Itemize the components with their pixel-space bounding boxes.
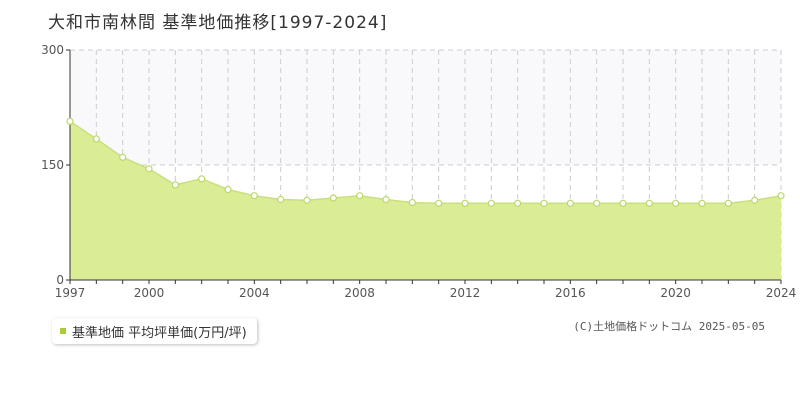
data-point: [566, 199, 574, 207]
data-point: [303, 196, 311, 204]
data-point: [408, 198, 416, 207]
data-point: [619, 199, 627, 207]
y-tick-label: 0: [56, 273, 64, 287]
data-point: [777, 192, 785, 200]
data-point: [435, 199, 443, 207]
data-point: [277, 195, 285, 204]
series-area: [70, 121, 781, 280]
data-point: [66, 117, 74, 125]
x-tick-label: 2008: [344, 286, 375, 300]
x-tick-label: 2020: [660, 286, 691, 300]
data-point: [171, 181, 179, 189]
legend-marker: [60, 328, 66, 334]
data-point: [329, 194, 337, 202]
legend-label: 基準地価 平均坪単価(万円/坪): [72, 325, 247, 341]
data-point: [593, 199, 601, 207]
data-point: [540, 199, 548, 207]
x-tick-label: 2016: [555, 286, 586, 300]
legend: 基準地価 平均坪単価(万円/坪): [52, 318, 257, 344]
data-point: [724, 199, 732, 207]
data-point: [751, 196, 759, 204]
series-line: [69, 120, 782, 205]
copyright-text: (C)土地価格ドットコム 2025-05-05: [573, 320, 765, 333]
data-point: [119, 153, 127, 161]
x-tick-label: 2000: [134, 286, 165, 300]
data-point: [356, 192, 364, 200]
data-point: [672, 199, 680, 207]
data-point: [698, 199, 706, 207]
data-point: [224, 185, 232, 194]
x-tick-label: 1997: [55, 286, 86, 300]
chart-title: 大和市南林間 基準地価推移[1997-2024]: [48, 13, 388, 33]
data-point: [92, 135, 100, 143]
data-point: [198, 175, 206, 183]
data-point: [487, 199, 495, 207]
x-tick-label: 2012: [450, 286, 481, 300]
y-tick-label: 150: [41, 158, 64, 172]
data-point: [250, 192, 258, 200]
y-tick-label: 300: [41, 43, 64, 57]
data-point: [645, 199, 653, 207]
x-tick-label: 2004: [239, 286, 270, 300]
data-point: [514, 199, 522, 207]
data-point: [382, 195, 390, 204]
x-tick-label: 2024: [766, 286, 797, 300]
plot-background-band: [70, 50, 781, 165]
data-point: [461, 199, 469, 207]
data-point: [145, 165, 153, 173]
